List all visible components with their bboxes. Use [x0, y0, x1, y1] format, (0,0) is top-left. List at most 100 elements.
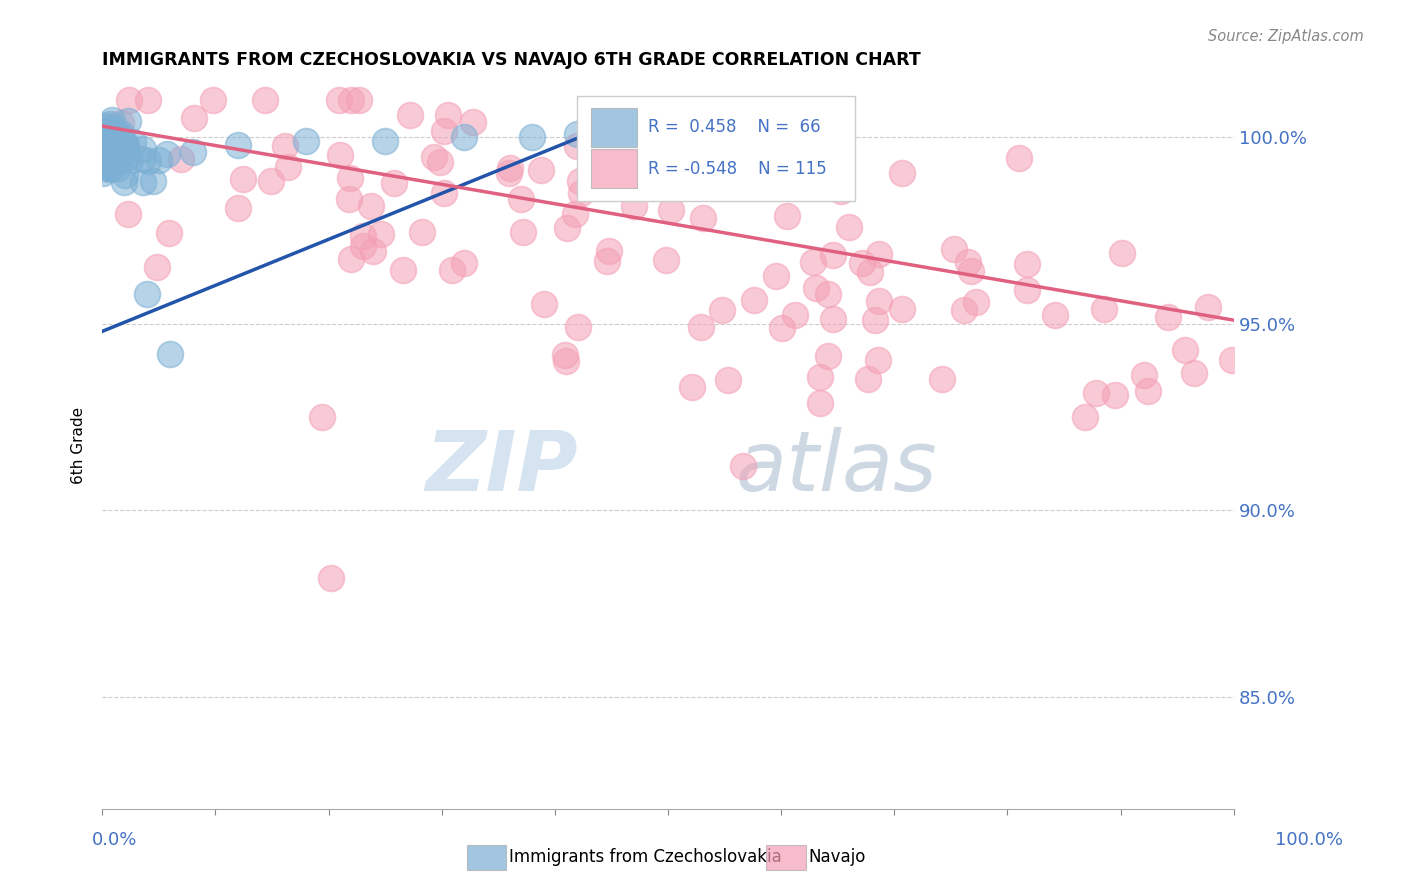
Point [411, 226, 433, 240]
Point [554, 354, 576, 368]
Point [114, 136, 136, 150]
Point [183, 111, 205, 125]
Point [321, 571, 343, 585]
Point [107, 161, 129, 176]
Point [100, 140, 122, 154]
Point [1220, 353, 1243, 368]
Point [770, 321, 793, 335]
Point [374, 134, 396, 148]
Point [311, 410, 333, 425]
Point [717, 373, 740, 387]
Point [1197, 300, 1219, 314]
Point [103, 129, 125, 144]
Point [146, 260, 169, 274]
Point [170, 152, 193, 166]
Point [429, 155, 451, 169]
Point [433, 186, 456, 201]
Point [817, 287, 839, 301]
Point [226, 202, 249, 216]
Point [567, 127, 589, 141]
Point [965, 294, 987, 309]
Text: ZIP: ZIP [425, 426, 578, 508]
Point [352, 238, 374, 252]
Point [453, 256, 475, 270]
Point [136, 93, 159, 107]
Point [361, 244, 384, 259]
Point [533, 297, 555, 311]
FancyBboxPatch shape [591, 149, 637, 188]
Point [98, 153, 121, 167]
Point [957, 254, 980, 268]
Point [93, 119, 115, 133]
Point [114, 137, 136, 152]
Point [509, 192, 531, 206]
Point [821, 248, 844, 262]
Point [1136, 384, 1159, 399]
Point [148, 153, 170, 167]
Point [1045, 308, 1067, 322]
Point [360, 199, 382, 213]
Point [742, 293, 765, 308]
Point [112, 175, 135, 189]
Point [100, 159, 122, 173]
Point [96, 123, 118, 137]
Point [339, 170, 361, 185]
Point [522, 130, 544, 145]
Point [232, 172, 254, 186]
Point [101, 158, 124, 172]
Point [226, 137, 249, 152]
Text: 0.0%: 0.0% [91, 831, 136, 849]
Point [598, 244, 620, 258]
Point [752, 168, 775, 182]
Point [117, 114, 139, 128]
Point [103, 143, 125, 157]
Point [104, 136, 127, 151]
Point [201, 93, 224, 107]
Point [370, 227, 392, 242]
Point [392, 262, 415, 277]
Point [569, 186, 592, 201]
Point [104, 148, 127, 162]
Point [110, 129, 132, 144]
Point [1092, 301, 1115, 316]
Point [105, 125, 128, 139]
Point [114, 168, 136, 182]
Point [858, 265, 880, 279]
Point [1174, 343, 1197, 358]
Point [783, 308, 806, 322]
Point [623, 199, 645, 213]
FancyBboxPatch shape [578, 96, 855, 202]
Point [295, 134, 318, 148]
Point [1104, 388, 1126, 402]
Point [555, 221, 578, 235]
Point [104, 132, 127, 146]
Point [329, 148, 352, 162]
Point [159, 226, 181, 240]
Point [690, 319, 713, 334]
Point [838, 220, 860, 235]
Point [856, 372, 879, 386]
Point [801, 254, 824, 268]
Point [93, 149, 115, 163]
Point [97, 158, 120, 172]
Point [868, 294, 890, 309]
Point [274, 139, 297, 153]
Point [159, 347, 181, 361]
Point [118, 93, 141, 107]
Point [98, 133, 121, 147]
Point [1015, 257, 1038, 271]
Point [554, 348, 576, 362]
FancyBboxPatch shape [591, 108, 637, 147]
Point [1074, 410, 1097, 425]
Point [668, 168, 690, 182]
Point [868, 247, 890, 261]
Point [110, 116, 132, 130]
Point [347, 93, 370, 107]
Point [830, 184, 852, 198]
Point [98, 162, 121, 177]
Point [498, 166, 520, 180]
Point [98, 117, 121, 131]
Point [260, 174, 283, 188]
Point [277, 160, 299, 174]
Point [136, 287, 159, 301]
